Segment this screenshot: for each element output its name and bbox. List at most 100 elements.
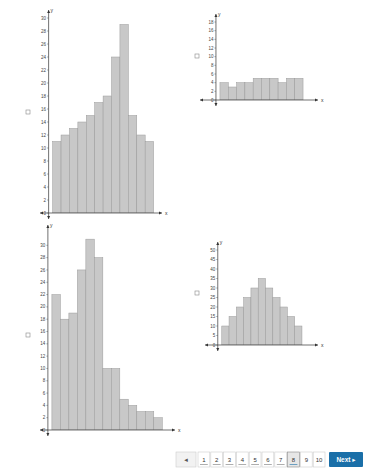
y-axis (217, 242, 218, 351)
tick-label: 2 (43, 415, 46, 420)
tick (214, 74, 216, 75)
page-button[interactable] (288, 452, 300, 467)
y-label: y (218, 11, 221, 17)
arrow (315, 99, 318, 102)
tick-label: 8 (43, 378, 46, 383)
arrow (205, 344, 208, 347)
checkbox[interactable] (26, 333, 30, 337)
tick (46, 430, 48, 431)
tick (46, 319, 48, 320)
tick (214, 48, 216, 49)
tick-label: 30 (210, 286, 216, 291)
tick (47, 135, 49, 136)
page-label: 3 (228, 457, 232, 463)
x-label: x (321, 342, 324, 348)
page-label: 1 (202, 457, 206, 463)
tick (216, 269, 218, 270)
bar (78, 122, 86, 213)
tick (46, 306, 48, 307)
bar (266, 288, 273, 345)
tick-label: 35 (210, 276, 216, 281)
tick-label: 16 (41, 107, 47, 112)
tick-label: 40 (210, 267, 216, 272)
tick-label: 24 (41, 55, 47, 60)
tick (216, 278, 218, 279)
arrow (46, 433, 49, 436)
page-button[interactable] (313, 452, 325, 467)
page-button[interactable] (300, 452, 312, 467)
tick (47, 213, 49, 214)
tick (46, 331, 48, 332)
page-button[interactable] (262, 452, 274, 467)
tick-label: 16 (208, 28, 214, 33)
bar (128, 405, 136, 430)
page-button[interactable] (198, 452, 210, 467)
y-label: y (51, 7, 54, 13)
visited-mark (226, 464, 234, 465)
page-button[interactable] (249, 452, 261, 467)
checkbox[interactable] (195, 54, 199, 58)
checkbox[interactable] (195, 291, 199, 295)
tick-label: 10 (210, 324, 216, 329)
tick-label: 25 (210, 295, 216, 300)
tick-label: 12 (40, 354, 46, 359)
histogram: xy05101520253035404550 (195, 239, 324, 351)
tick (47, 18, 49, 19)
tick-label: 18 (41, 94, 47, 99)
bar (236, 307, 243, 345)
tick-label: 14 (208, 37, 214, 42)
tick (214, 56, 216, 57)
page-label: 4 (241, 457, 245, 463)
prev-label: ◂ (184, 456, 188, 463)
bar (61, 135, 69, 213)
page: xy024681012141618202224262830xy024681012… (0, 0, 376, 475)
tick-label: 14 (40, 341, 46, 346)
bar (280, 307, 287, 345)
tick-label: 20 (210, 305, 216, 310)
checkbox[interactable] (26, 110, 30, 114)
tick (46, 393, 48, 394)
tick (47, 83, 49, 84)
tick-label: 2 (44, 198, 47, 203)
visited-mark (290, 464, 298, 465)
bar (145, 412, 153, 430)
tick (47, 187, 49, 188)
bar (120, 399, 128, 430)
tick (46, 294, 48, 295)
tick (47, 148, 49, 149)
next-button[interactable] (329, 452, 363, 467)
tick-label: 26 (40, 268, 46, 273)
bar (286, 78, 294, 100)
tick (46, 343, 48, 344)
page-button[interactable] (211, 452, 223, 467)
x-axis (40, 430, 175, 431)
page-label: 5 (253, 457, 257, 463)
tick-label: 0 (44, 211, 47, 216)
arrow (40, 212, 43, 215)
tick-label: 28 (40, 255, 46, 260)
bar (270, 78, 278, 100)
bar (69, 313, 77, 430)
page-label: 2 (215, 457, 219, 463)
bar (103, 368, 111, 430)
bar (145, 142, 153, 214)
bars (52, 239, 162, 430)
tick-label: 45 (210, 257, 216, 262)
bar (103, 96, 111, 213)
tick-label: 8 (44, 159, 47, 164)
axes: xy024681012141618 (200, 11, 324, 106)
page-button[interactable] (224, 452, 236, 467)
bar (220, 83, 228, 100)
visited-mark (213, 464, 221, 465)
bar (120, 25, 128, 214)
histogram: xy024681012141618202224262830 (26, 7, 168, 219)
page-button[interactable] (275, 452, 287, 467)
next-label: Next ▸ (336, 456, 356, 463)
pagination: ◂12345678910Next ▸ (176, 452, 363, 467)
bar (95, 103, 103, 214)
tick-label: 6 (44, 172, 47, 177)
prev-button[interactable] (176, 452, 196, 467)
tick-label: 22 (41, 68, 47, 73)
page-button[interactable] (236, 452, 248, 467)
tick-label: 10 (40, 366, 46, 371)
